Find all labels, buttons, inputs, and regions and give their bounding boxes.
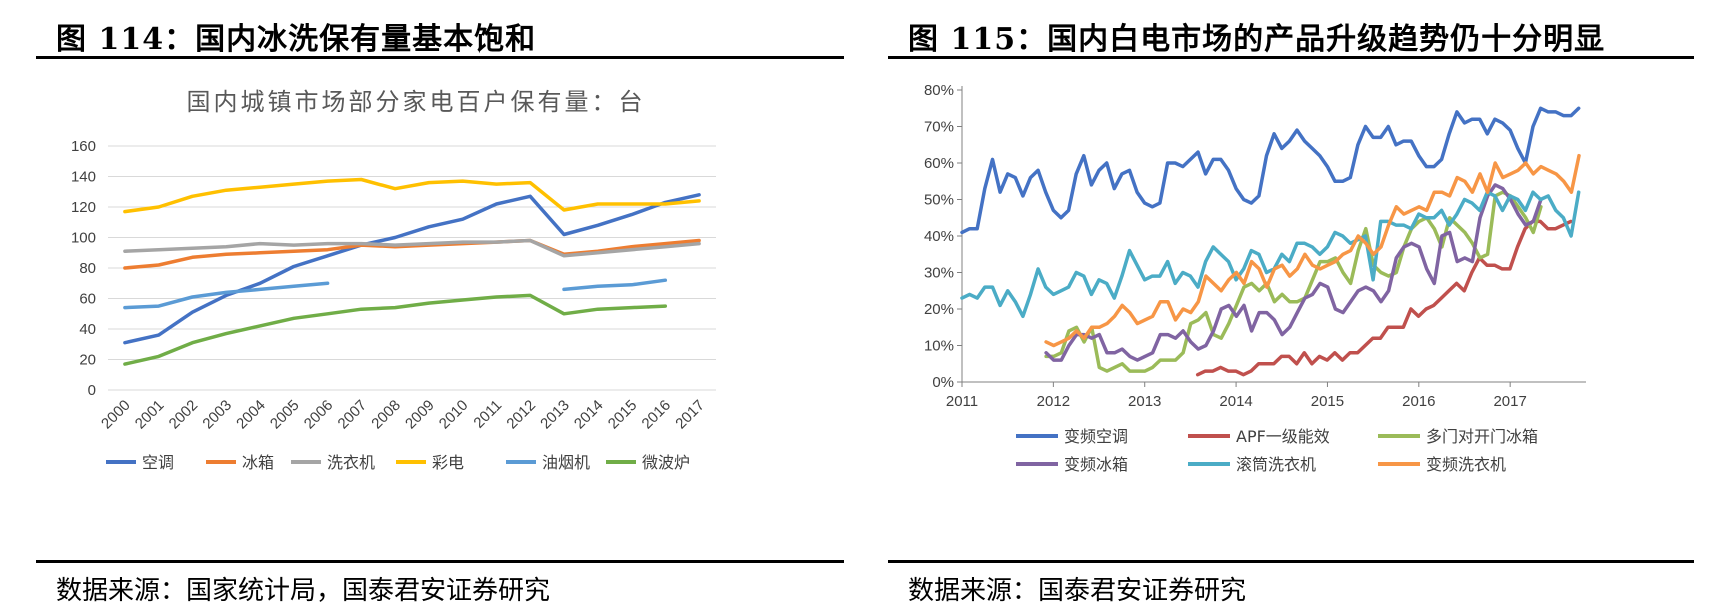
right-legend-label: 变频空调	[1064, 427, 1128, 446]
right-y-tick-label: 10%	[924, 338, 954, 355]
left-figure-panel: 图 114：国内冰洗保有量基本饱和 国内城镇市场部分家电百户保有量：台 0 20 40…	[36, 0, 844, 612]
left-legend-label: 冰箱	[242, 453, 274, 472]
left-x-tick-label: 2002	[166, 397, 202, 433]
left-chart-title: 国内城镇市场部分家电百户保有量：台	[187, 88, 646, 116]
left-x-tick-label: 2013	[537, 397, 573, 433]
left-y-tick-label: 40	[79, 321, 96, 338]
right-x-tick-label: 2016	[1402, 393, 1435, 410]
left-x-tick-label: 2000	[98, 397, 134, 433]
right-legend-label: 多门对开门冰箱	[1426, 427, 1538, 446]
right-x-tick-label: 2013	[1128, 393, 1161, 410]
left-y-tick-label: 100	[71, 230, 96, 247]
left-series-6-line	[123, 293, 668, 366]
left-x-tick-label: 2003	[199, 397, 235, 433]
right-legend-label: 变频冰箱	[1064, 455, 1128, 474]
right-figure-title: 图 115：国内白电市场的产品升级趋势仍十分明显	[908, 22, 1606, 57]
right-source-note: 数据来源：国泰君安证券研究	[908, 576, 1247, 606]
right-series-6-line	[1044, 153, 1581, 348]
left-series-5-line	[123, 278, 668, 310]
left-y-tick-label: 0	[88, 382, 96, 399]
left-y-tick-label: 120	[71, 199, 96, 216]
left-top-rule	[36, 56, 844, 59]
left-series-4-segment	[123, 177, 701, 214]
left-x-tick-label: 2007	[335, 397, 371, 433]
left-figure-title: 图 114：国内冰洗保有量基本饱和	[56, 22, 537, 57]
right-series-4-line	[1044, 183, 1543, 362]
right-chart: 0% 10% 20% 30% 40% 50% 60% 70% 80% 2011 2012 2013 20…	[924, 82, 1586, 474]
left-bottom-rule	[36, 560, 844, 563]
left-legend-label: 油烟机	[542, 453, 590, 472]
left-series-1-segment	[123, 193, 701, 345]
right-series-5-line	[960, 190, 1581, 319]
right-series-2-line	[1195, 219, 1573, 377]
left-y-tick-label: 80	[79, 260, 96, 277]
left-x-tick-label: 2011	[470, 397, 505, 432]
right-legend-label: APF一级能效	[1236, 427, 1330, 446]
right-x-tick-label: 2014	[1219, 393, 1252, 410]
left-legend-label: 微波炉	[642, 453, 690, 472]
left-y-tick-label: 60	[79, 291, 96, 308]
left-series-1-line	[123, 193, 701, 345]
left-x-tick-label: 2008	[368, 397, 404, 433]
left-series-3-segment	[123, 238, 701, 258]
right-x-tick-label: 2012	[1037, 393, 1070, 410]
right-series-1-line	[960, 106, 1581, 235]
left-series-4-line	[123, 177, 701, 214]
left-y-tick-label: 20	[79, 352, 96, 369]
left-x-tick-label: 2010	[436, 397, 472, 433]
right-figure-panel: 图 115：国内白电市场的产品升级趋势仍十分明显 0% 10% 20% 30% 40% 5…	[888, 0, 1694, 612]
left-x-tick-label: 2017	[672, 397, 708, 433]
left-y-tick-label: 160	[71, 138, 96, 155]
left-series-3-line	[123, 238, 701, 258]
left-legend-label: 洗衣机	[327, 453, 375, 472]
left-x-tick-label: 2012	[503, 397, 539, 433]
left-x-tick-label: 2005	[267, 397, 303, 433]
right-y-tick-label: 0%	[932, 374, 954, 391]
left-x-tick-label: 2009	[402, 397, 438, 433]
right-y-tick-label: 60%	[924, 155, 954, 172]
left-series-5-segment	[562, 278, 668, 292]
right-y-tick-label: 80%	[924, 82, 954, 99]
right-y-tick-label: 70%	[924, 119, 954, 136]
left-source-note: 数据来源：国家统计局，国泰君安证券研究	[56, 576, 551, 606]
left-x-tick-label: 2006	[301, 397, 337, 433]
right-series-3-line	[1044, 190, 1543, 373]
right-y-tick-label: 50%	[924, 192, 954, 209]
left-series-6-segment	[123, 293, 668, 366]
left-x-tick-label: 2004	[233, 397, 269, 433]
right-y-tick-label: 40%	[924, 228, 954, 245]
right-y-tick-label: 20%	[924, 301, 954, 318]
right-x-tick-label: 2011	[946, 393, 978, 410]
right-legend-label: 滚筒洗衣机	[1236, 455, 1316, 474]
left-x-tick-label: 2016	[639, 397, 675, 433]
left-y-tick-label: 140	[71, 169, 96, 186]
left-legend-label: 彩电	[432, 453, 464, 472]
left-chart: 国内城镇市场部分家电百户保有量：台 0 20 40 60 80 100 120 140 160 20…	[71, 88, 716, 472]
left-legend-label: 空调	[142, 453, 174, 472]
left-series-5-segment	[123, 281, 330, 310]
left-x-tick-label: 2014	[571, 397, 607, 433]
right-legend-label: 变频洗衣机	[1426, 455, 1506, 474]
right-top-rule	[888, 56, 1694, 59]
right-x-tick-label: 2017	[1493, 393, 1526, 410]
right-x-tick-label: 2015	[1311, 393, 1344, 410]
right-bottom-rule	[888, 560, 1694, 563]
left-x-tick-label: 2001	[132, 397, 168, 433]
left-x-tick-label: 2015	[605, 397, 641, 433]
right-y-tick-label: 30%	[924, 265, 954, 282]
